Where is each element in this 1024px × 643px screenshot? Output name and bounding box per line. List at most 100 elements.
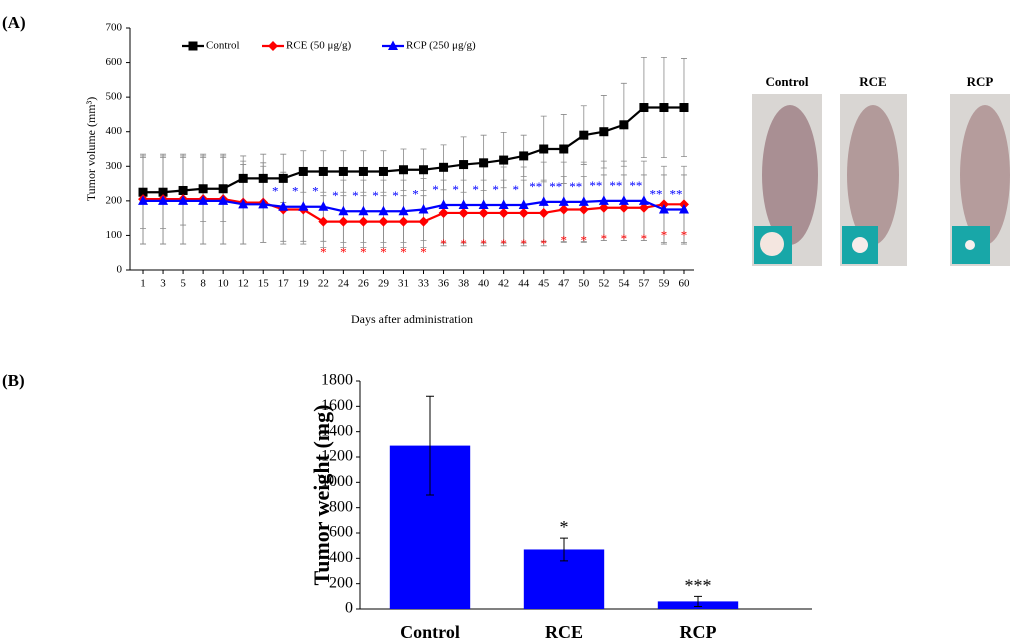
point — [419, 217, 429, 227]
significance-label: * — [561, 232, 568, 247]
mouse-photos: Control RCE RCP — [752, 74, 1010, 266]
significance-label: * — [272, 184, 279, 199]
significance-label: * — [492, 182, 499, 197]
significance-label: * — [621, 231, 628, 246]
significance-label: * — [380, 245, 387, 260]
x-tick-label: 1 — [140, 278, 146, 290]
significance-label: ** — [669, 186, 682, 201]
x-tick-label: 29 — [378, 278, 390, 290]
x-tick-label: 26 — [358, 278, 370, 290]
legend-marker — [189, 42, 198, 51]
y-tick-label: 0 — [117, 264, 123, 276]
significance-label: * — [480, 236, 487, 251]
significance-label: * — [601, 231, 608, 246]
x-tick-label: 5 — [180, 278, 186, 290]
y-tick-label: 200 — [106, 194, 123, 206]
significance-label: * — [432, 182, 439, 197]
point — [439, 208, 449, 218]
x-tick-label: 44 — [518, 278, 530, 290]
x-tick-label: 60 — [678, 278, 690, 290]
x-tick-label: RCP — [680, 622, 717, 642]
y-tick-label: 0 — [345, 600, 353, 617]
point — [639, 103, 648, 112]
y-axis-label: Tumor weight (mg) — [309, 405, 334, 586]
panel-label: (A) — [2, 13, 26, 32]
point — [519, 151, 528, 160]
point — [359, 167, 368, 176]
significance-label: ** — [569, 179, 582, 194]
point — [559, 145, 568, 154]
y-tick-label: 100 — [106, 229, 123, 241]
significance-label: * — [452, 182, 459, 197]
mouse — [960, 105, 1010, 245]
x-tick-label: 54 — [618, 278, 630, 290]
x-tick-label: 45 — [538, 278, 550, 290]
x-tick-label: 57 — [638, 278, 650, 290]
point — [459, 160, 468, 169]
significance-label: ** — [649, 186, 662, 201]
significance-label: * — [360, 245, 367, 260]
point — [559, 205, 569, 215]
y-tick-label: 300 — [106, 160, 123, 172]
x-tick-label: 47 — [558, 278, 570, 290]
x-tick-label: 12 — [238, 278, 249, 290]
significance-label: * — [320, 245, 327, 260]
point — [199, 184, 208, 193]
point — [358, 217, 368, 227]
panel-label: (B) — [2, 371, 25, 390]
point — [499, 208, 509, 218]
significance-label: * — [412, 186, 419, 201]
point — [479, 208, 489, 218]
point — [239, 174, 248, 183]
legend-label: RCP (250 μg/g) — [406, 40, 476, 52]
y-tick-label: 1800 — [321, 372, 353, 389]
significance-label: *** — [685, 575, 712, 595]
significance-label: * — [340, 245, 347, 260]
x-tick-label: 15 — [258, 278, 270, 290]
significance-label: * — [312, 184, 319, 199]
significance-label: ** — [529, 179, 542, 194]
x-tick-label: 40 — [478, 278, 490, 290]
mouse — [762, 105, 818, 245]
x-tick-label: 24 — [338, 278, 350, 290]
point — [378, 217, 388, 227]
x-tick-label: 59 — [658, 278, 670, 290]
tumor — [852, 237, 868, 253]
x-tick-label: 50 — [578, 278, 590, 290]
x-tick-label: 3 — [160, 278, 166, 290]
significance-label: * — [540, 236, 547, 251]
point — [479, 158, 488, 167]
point — [619, 120, 628, 129]
x-axis-label: Days after administration — [351, 312, 473, 326]
point — [219, 184, 228, 193]
significance-label: ** — [589, 178, 602, 193]
x-tick-label: 8 — [200, 278, 206, 290]
legend-marker — [268, 41, 278, 51]
point — [259, 174, 268, 183]
x-tick-label: RCE — [545, 622, 583, 642]
significance-label: * — [681, 227, 688, 242]
significance-label: * — [581, 232, 588, 247]
figure: Control RCE RCP (A)010020030040050060070… — [0, 0, 1024, 643]
point — [659, 103, 668, 112]
tumor — [760, 232, 784, 256]
y-axis-label: Tumor volume (mm³) — [84, 97, 98, 202]
point — [539, 145, 548, 154]
x-tick-label: 17 — [278, 278, 290, 290]
significance-label: ** — [609, 178, 622, 193]
y-tick-label: 700 — [106, 22, 123, 34]
x-tick-label: 22 — [318, 278, 329, 290]
point — [398, 217, 408, 227]
point — [519, 208, 529, 218]
point — [419, 165, 428, 174]
series-line — [143, 108, 684, 193]
x-tick-label: 36 — [438, 278, 450, 290]
point — [439, 163, 448, 172]
x-tick-label: 38 — [458, 278, 470, 290]
significance-label: ** — [629, 178, 642, 193]
x-tick-label: 31 — [398, 278, 409, 290]
significance-label: * — [560, 517, 569, 537]
point — [499, 156, 508, 165]
point — [299, 167, 308, 176]
significance-label: * — [420, 245, 427, 260]
